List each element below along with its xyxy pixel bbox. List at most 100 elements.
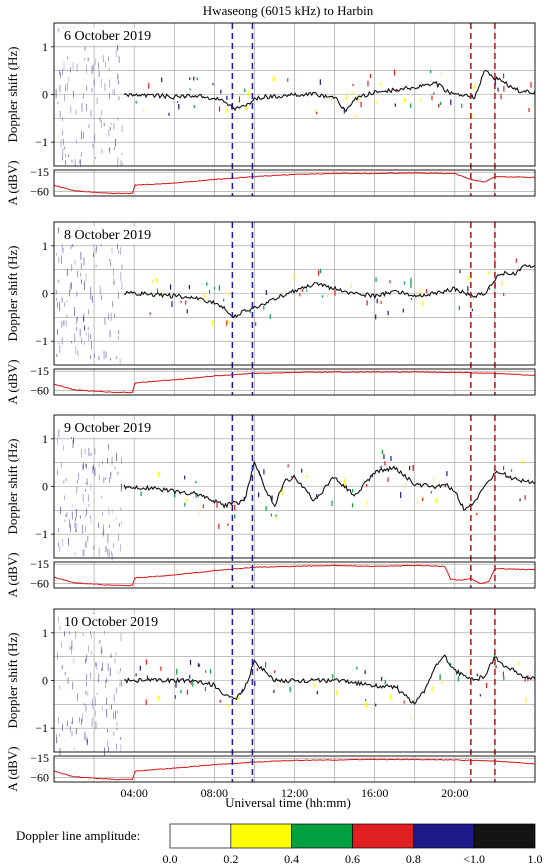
colorbar-segment [352,823,414,849]
x-tick-label: 16:00 [361,786,388,800]
colored-point [161,77,163,83]
colored-point [160,666,162,671]
colored-point [402,308,404,313]
doppler-colored-points [140,449,526,530]
colored-point [287,78,289,82]
date-label-bg [61,420,155,437]
colored-point [351,91,353,94]
colored-point [174,491,176,498]
doppler-colored-points [135,653,529,720]
colorbar-tick-label: 0.0 [163,852,178,866]
amplitude-frame [53,561,536,589]
doppler-axis-title: Doppler shift (Hz) [5,632,20,728]
colored-point [211,320,213,326]
colored-point [422,497,424,502]
colored-point [420,291,422,295]
event-markers [231,415,496,588]
colored-point [390,694,392,700]
colored-point [220,89,222,94]
colored-point [459,269,461,274]
colored-point [420,97,422,102]
colored-point [410,699,412,702]
colored-point [244,88,246,93]
colored-point [192,680,194,687]
colored-point [352,488,354,493]
colored-point [189,659,192,665]
colored-point [471,308,473,312]
x-axis-title: Universal time (hh:mm) [225,795,351,810]
colored-point [281,489,283,495]
colored-point [195,480,197,484]
colored-point [189,77,191,81]
colored-point [271,495,273,501]
panels-group: 6 October 2019 1 0 −1 −15 −60 Doppler shift (H… [5,22,536,800]
colorbar: Doppler line amplitude: 0.0 0.2 0.4 0.6 0.8 <… [16,823,543,866]
colored-point [469,665,471,670]
colored-point [330,96,333,101]
colored-point [143,108,145,112]
doppler-trace [123,460,536,512]
colored-point [212,83,214,86]
colored-point [422,496,424,499]
colored-point [365,699,367,702]
colored-point [169,284,172,290]
colored-point [445,483,447,488]
colorbar-tick-label: 0.2 [223,852,238,866]
colored-point [249,309,251,313]
colored-point [238,96,241,103]
y-tick-label: 0 [42,88,48,102]
colored-point [479,314,481,318]
colored-point [306,475,308,479]
colorbar-segment [230,823,293,849]
colored-point [314,683,316,688]
colored-point [528,107,530,112]
colored-point [176,101,179,104]
colored-point [410,297,413,301]
colored-point [488,287,491,290]
y-tick-label: −1 [35,334,48,348]
colored-point [375,703,377,707]
colored-point [193,76,195,81]
amp-tick-label: −60 [30,771,49,785]
colored-point [439,101,442,106]
colored-point [265,506,267,511]
colored-point [403,465,405,468]
colored-point [355,114,357,120]
colored-point [195,494,197,498]
colored-point [213,287,216,290]
amp-tick-label: −15 [30,557,49,571]
colored-point [360,101,362,108]
doppler-trace [123,264,536,319]
colored-point [375,101,378,104]
colored-point [366,300,368,306]
colored-point [525,697,527,704]
colored-point [157,696,160,701]
colored-point [247,91,250,97]
colored-point [203,293,205,299]
colored-point [410,717,412,720]
colored-point [156,278,158,283]
amp-tick-label: −15 [30,165,49,179]
colored-point [467,275,469,281]
colored-point [273,689,275,693]
colored-point [352,83,354,87]
colored-point [293,274,295,281]
x-ticks: 04:00 08:00 12:00 16:00 20:00 [120,786,468,800]
colored-point [149,312,151,315]
colored-point [171,301,173,307]
colored-point [396,685,399,689]
colored-point [431,686,433,692]
colored-point [274,670,276,674]
colored-point [226,95,228,101]
colored-point [467,286,469,292]
colored-point [234,514,236,519]
colored-point [422,300,424,306]
amp-tick-label: −15 [30,751,49,765]
colored-point [227,523,229,526]
colored-point [494,259,496,263]
colored-point [431,95,433,101]
colorbar-segment [291,823,353,849]
colored-point [316,494,318,498]
colored-point [439,674,441,680]
y-tick-label: −1 [35,135,48,149]
